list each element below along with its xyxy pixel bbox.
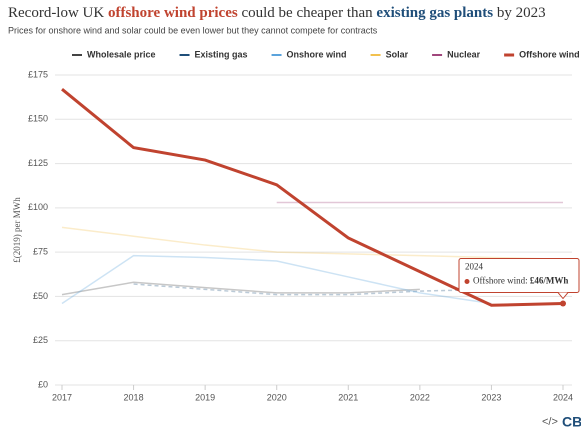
title-part: existing gas plants bbox=[376, 5, 493, 21]
tooltip-value: £46/MWh bbox=[530, 276, 569, 286]
tooltip-name: Offshore wind: bbox=[473, 276, 530, 286]
y-tick-label: £125 bbox=[28, 158, 48, 168]
y-tick-label: £25 bbox=[33, 335, 48, 345]
x-tick-label: 2020 bbox=[267, 392, 287, 402]
legend-label: Existing gas bbox=[195, 49, 248, 59]
chart-title: Record-low UK offshore wind prices could… bbox=[8, 5, 546, 21]
hover-point bbox=[560, 300, 566, 307]
series-line bbox=[61, 88, 564, 307]
legend-label: Onshore wind bbox=[287, 49, 347, 59]
x-tick-label: 2022 bbox=[410, 392, 430, 402]
x-tick-label: 2021 bbox=[338, 392, 358, 402]
x-tick-label: 2023 bbox=[481, 392, 501, 402]
series-line bbox=[61, 281, 420, 296]
series-line bbox=[61, 254, 492, 305]
embed-icon[interactable]: </> bbox=[542, 416, 558, 428]
x-tick-label: 2018 bbox=[124, 392, 144, 402]
title-part: offshore wind prices bbox=[108, 5, 238, 21]
title-part: Record-low UK bbox=[8, 5, 108, 21]
y-tick-label: £0 bbox=[38, 379, 48, 389]
y-tick-label: £75 bbox=[33, 247, 48, 257]
x-tick-label: 2024 bbox=[553, 392, 573, 402]
y-tick-label: £100 bbox=[28, 202, 48, 212]
tooltip-label: 2024 bbox=[465, 262, 484, 272]
legend-label: Solar bbox=[386, 49, 409, 59]
y-tick-label: £150 bbox=[28, 114, 48, 124]
title-part: by 2023 bbox=[493, 5, 546, 21]
tooltip-dot bbox=[464, 279, 470, 285]
x-tick-label: 2017 bbox=[52, 392, 72, 402]
x-tick-label: 2019 bbox=[195, 392, 215, 402]
y-tick-label: £175 bbox=[28, 69, 48, 79]
tooltip-text: Offshore wind: £46/MWh bbox=[473, 276, 568, 286]
logo: CB bbox=[562, 414, 581, 430]
legend-label: Wholesale price bbox=[87, 49, 156, 59]
legend-label: Offshore wind bbox=[519, 49, 580, 59]
y-tick-label: £50 bbox=[33, 291, 48, 301]
tooltip-box bbox=[458, 258, 580, 294]
chart-subtitle: Prices for onshore wind and solar could … bbox=[8, 25, 378, 35]
title-part: could be cheaper than bbox=[238, 5, 377, 21]
legend-label: Nuclear bbox=[447, 49, 481, 59]
y-axis-label: £(2019) per MWh bbox=[12, 197, 22, 263]
tooltip-pointer bbox=[557, 292, 569, 300]
series-line bbox=[61, 226, 564, 260]
